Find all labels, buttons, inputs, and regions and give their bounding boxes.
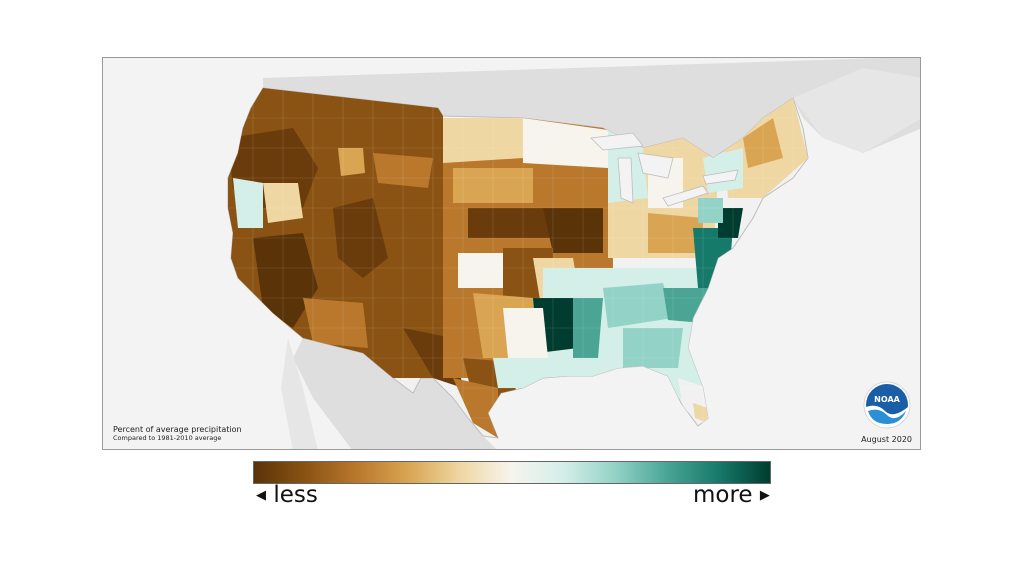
great-lakes (590, 132, 739, 207)
legend-more-label: more ▶ (693, 482, 770, 508)
color-legend-bar (253, 461, 771, 484)
map-caption: Percent of average precipitation Compare… (113, 425, 242, 442)
caption-title: Percent of average precipitation (113, 425, 242, 434)
right-arrow-icon: ▶ (759, 488, 770, 503)
caption-subtitle: Compared to 1981-2010 average (113, 433, 222, 442)
surrounding-land (263, 58, 920, 449)
precipitation-regions (228, 88, 808, 438)
more-text: more (693, 482, 753, 508)
date-label: August 2020 (861, 435, 912, 444)
map-canvas (227, 58, 920, 449)
legend-less-label: ◀ less (256, 482, 318, 508)
precipitation-map: Percent of average precipitation Compare… (102, 57, 921, 450)
less-text: less (273, 482, 318, 508)
noaa-logo: NOAA (863, 381, 911, 433)
left-arrow-icon: ◀ (256, 488, 266, 503)
noaa-logo-text: NOAA (874, 395, 900, 404)
